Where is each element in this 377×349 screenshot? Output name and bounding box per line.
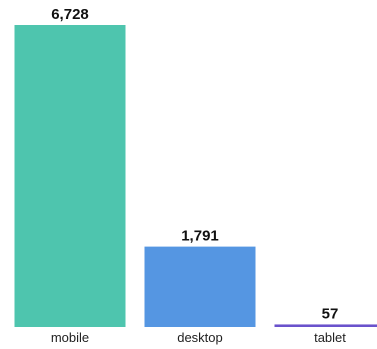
value-label-tablet: 57 (322, 305, 339, 322)
bar-mobile (14, 25, 126, 327)
value-label-mobile: 6,728 (51, 6, 89, 23)
bar-tablet (274, 324, 377, 327)
bars-layer (14, 25, 377, 327)
category-label-mobile: mobile (51, 330, 89, 345)
value-label-desktop: 1,791 (181, 228, 219, 245)
category-label-tablet: tablet (314, 330, 346, 345)
value-labels-layer: 6,728 1,791 57 (51, 6, 338, 322)
category-labels-layer: mobile desktop tablet (51, 330, 346, 345)
bar-desktop (144, 246, 256, 327)
category-label-desktop: desktop (177, 330, 223, 345)
